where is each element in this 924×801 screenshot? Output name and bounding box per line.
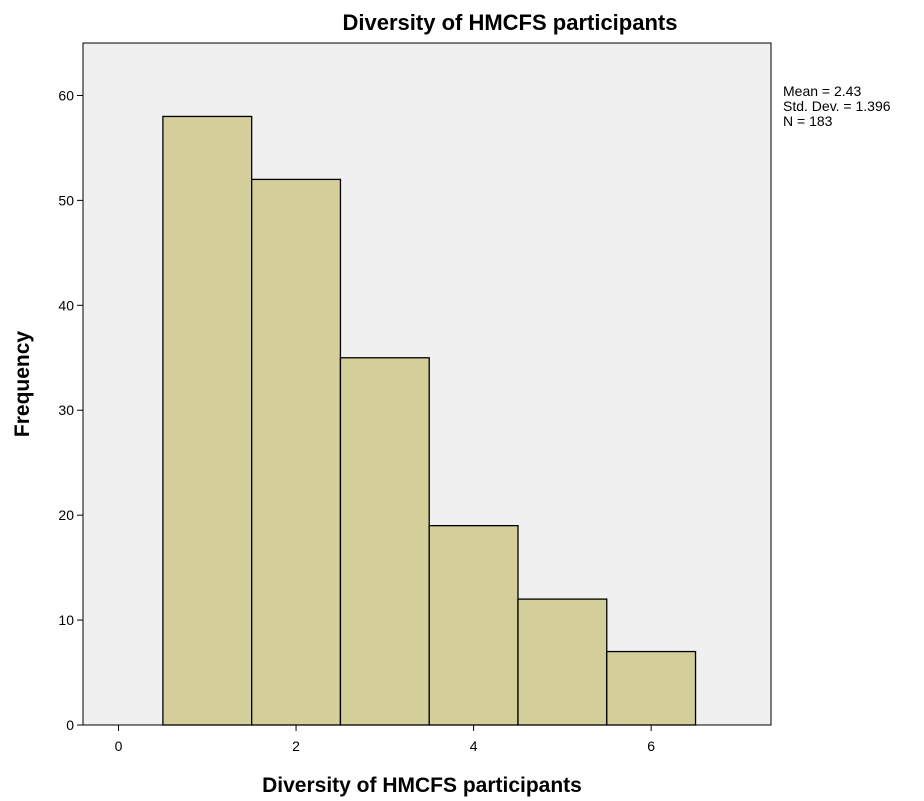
histogram-bar [251,178,342,726]
x-axis: 0 2 4 6 [115,725,655,754]
histogram-bar [339,357,430,726]
stats-box: Mean = 2.43 Std. Dev. = 1.396 N = 183 [783,83,891,129]
histogram-bar [606,650,697,726]
y-tick-label: 50 [58,192,74,208]
y-tick-label: 40 [58,297,74,313]
stats-mean: Mean = 2.43 [783,83,861,99]
plot-frame [82,42,772,726]
y-tick-label: 0 [66,717,74,733]
x-tick-label: 0 [115,738,123,754]
histogram-bar [517,598,608,726]
y-axis: 0 10 20 30 40 50 60 [58,87,83,733]
chart-title: Diversity of HMCFS participants [343,10,678,35]
y-tick-label: 10 [58,612,74,628]
y-axis-label: Frequency [11,331,34,438]
x-tick-label: 6 [647,738,655,754]
x-tick-label: 4 [470,738,478,754]
x-axis-label: Diversity of HMCFS participants [262,774,582,797]
histogram-bars [162,115,697,726]
y-tick-label: 20 [58,507,74,523]
stats-std-dev: Std. Dev. = 1.396 [783,98,891,114]
y-tick-label: 60 [58,87,74,103]
x-tick-label: 2 [292,738,300,754]
y-tick-label: 30 [58,402,74,418]
histogram-bar [428,524,519,726]
histogram-bar [162,115,253,726]
stats-n: N = 183 [783,113,833,129]
